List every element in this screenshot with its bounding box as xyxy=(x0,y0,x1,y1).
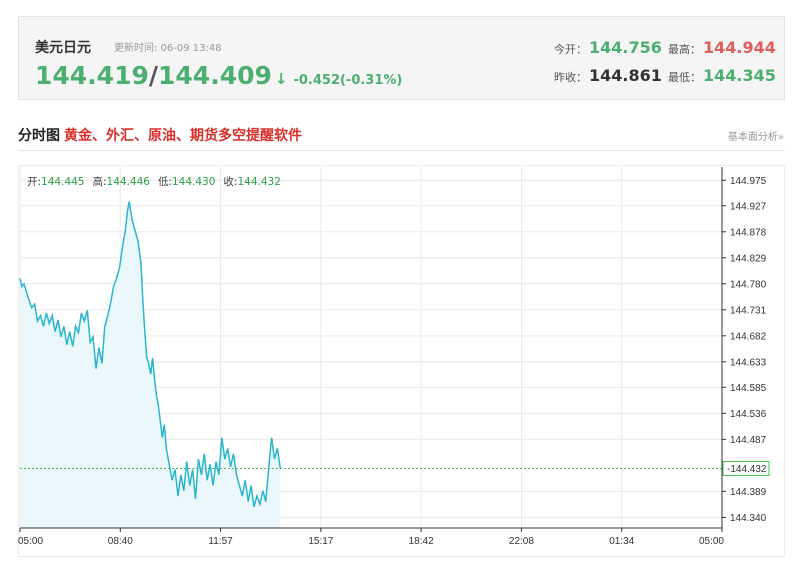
fundamental-analysis-link[interactable]: 基本面分析» xyxy=(727,132,784,143)
section-title: 分时图 xyxy=(18,128,60,144)
ohlc-low-label: 低: xyxy=(157,176,172,188)
stat-open-value: 144.756 xyxy=(589,38,662,57)
y-tick-label: 144.487 xyxy=(730,435,767,446)
y-tick-label: 144.340 xyxy=(730,513,767,524)
ohlc-close-label: 收: xyxy=(223,176,238,188)
x-tick-label: 15:17 xyxy=(308,536,333,547)
update-time: 更新时间: 06-09 13:48 xyxy=(114,43,222,54)
stat-high-label: 最高： xyxy=(668,43,701,56)
x-tick-label: 01:34 xyxy=(609,536,634,547)
ohlc-high-label: 高: xyxy=(92,176,107,188)
last-price-tag xyxy=(722,461,770,477)
stat-low-label: 最低： xyxy=(668,71,701,84)
y-tick-label: 144.829 xyxy=(730,253,767,264)
quote-panel: 美元日元 更新时间: 06-09 13:48 144.419/144.409 ↓ -… xyxy=(18,16,785,100)
y-tick-label: 144.927 xyxy=(730,201,767,212)
y-tick-label: 144.585 xyxy=(730,383,767,394)
ohlc-low-value: 144.430 xyxy=(171,176,216,188)
stat-high-value: 144.944 xyxy=(703,38,776,57)
ohlc-open-value: 144.445 xyxy=(41,176,85,188)
stat-low: 最低： 144.345 xyxy=(668,66,776,85)
y-tick-label: 144.389 xyxy=(730,487,767,498)
quote-price-line: 144.419/144.409 ↓ -0.452(-0.31%) xyxy=(35,61,402,90)
x-tick-label: 11:57 xyxy=(208,536,233,547)
down-arrow-icon: ↓ xyxy=(274,70,288,88)
last-price-label: -144.432 xyxy=(722,461,770,477)
x-axis-ticks: 05:00 08:40 11:57 15:17 18:42 22:08 01:34 05:00 xyxy=(18,528,724,547)
ask-price: 144.409 xyxy=(158,61,272,90)
y-tick-label: 144.731 xyxy=(730,305,767,316)
intraday-chart-frame xyxy=(18,165,785,557)
stat-prev-close: 昨收： 144.861 xyxy=(554,66,662,85)
price-change: -0.452(-0.31%) xyxy=(293,73,403,88)
ohlc-close-value: 144.432 xyxy=(237,176,281,188)
ohlc-high-value: 144.446 xyxy=(106,176,150,188)
ohlc-open-label: 开: xyxy=(27,176,42,188)
ohlc-readout: 开:144.445 高:144.446 低:144.430 收:144.432 xyxy=(27,174,289,189)
stat-open-label: 今开： xyxy=(554,43,587,56)
x-tick-label: 18:42 xyxy=(409,536,434,547)
x-tick-label: 05:00 xyxy=(699,536,724,547)
price-area-fill xyxy=(20,201,281,528)
stat-low-value: 144.345 xyxy=(703,66,776,85)
y-axis-ticks: 144.975 144.927 144.878 144.829 144.780 144.7… xyxy=(722,176,767,524)
y-tick-label: 144.633 xyxy=(730,357,767,368)
bid-price: 144.419 xyxy=(35,61,149,90)
section-header: 分时图 黄金、外汇、原油、期货多空提醒软件 xyxy=(18,125,302,145)
x-tick-label: 08:40 xyxy=(108,536,133,547)
instrument-name: 美元日元 xyxy=(35,40,91,56)
y-tick-label: 144.975 xyxy=(730,176,767,187)
y-tick-label: 144.780 xyxy=(730,279,767,290)
y-tick-label: 144.536 xyxy=(730,409,767,420)
y-tick-label: 144.682 xyxy=(730,331,767,342)
x-tick-label: 05:00 xyxy=(18,536,43,547)
stat-prev-close-value: 144.861 xyxy=(589,66,662,85)
x-tick-label: 22:08 xyxy=(509,536,534,547)
promo-link[interactable]: 黄金、外汇、原油、期货多空提醒软件 xyxy=(64,128,302,144)
y-tick-label: 144.878 xyxy=(730,227,767,238)
price-line xyxy=(19,201,282,507)
price-separator: / xyxy=(148,61,159,90)
section-divider xyxy=(18,150,785,151)
stat-prev-close-label: 昨收： xyxy=(554,71,587,84)
last-price-text: -144.432 xyxy=(727,464,767,475)
stat-open: 今开： 144.756 xyxy=(554,38,662,57)
stat-high: 最高： 144.944 xyxy=(668,38,776,57)
